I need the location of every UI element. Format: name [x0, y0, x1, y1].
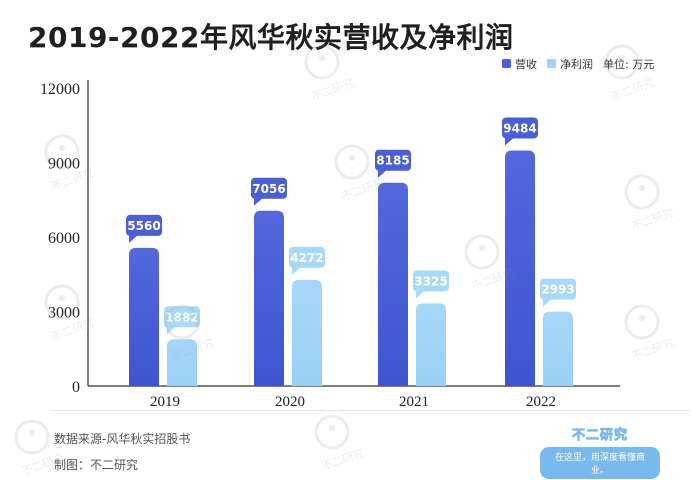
brand-logo: 不二研究 在这里，用深度看懂商业。 [540, 424, 660, 479]
svg-text:不二研究: 不二研究 [469, 265, 515, 290]
brand-name: 不二研究 [571, 428, 628, 444]
watermark: 不二研究 [600, 40, 660, 105]
watermark: 不二研究 [620, 170, 680, 235]
chart-title: 2019-2022年风华秋实营收及净利润 [28, 21, 514, 54]
svg-text:不二研究: 不二研究 [629, 335, 675, 360]
bar-revenue-2019 [129, 247, 159, 386]
value-tag: 3325 [413, 270, 449, 299]
watermark: 不二研究 [300, 40, 360, 105]
bar-profit-2021 [416, 303, 446, 386]
legend: 营收 净利润 单位: 万元 [502, 57, 654, 71]
value-tag: 1882 [164, 306, 200, 335]
footer-divider [50, 410, 690, 411]
svg-text:不二研究: 不二研究 [629, 205, 675, 230]
brand-tagline: 在这里，用深度看懂商业。 [540, 447, 660, 479]
bar-profit-2019 [167, 339, 197, 386]
y-tick-label: 9000 [48, 156, 80, 173]
value-tag: 4272 [289, 246, 325, 275]
y-tick-label: 3000 [48, 305, 80, 322]
value-tag: 8185 [375, 149, 411, 178]
x-axis: 2019 2020 2021 2022 [88, 385, 620, 410]
y-tick-label: 0 [72, 379, 80, 396]
value-tag: 2993 [540, 278, 576, 307]
watermark: 不二研究 [620, 300, 680, 365]
data-label: 4272 [290, 251, 323, 265]
y-tick-label: 12000 [40, 81, 80, 98]
bar-revenue-2021 [378, 182, 408, 386]
svg-text:不二研究: 不二研究 [19, 450, 65, 475]
legend-swatch-1 [547, 59, 556, 68]
x-tick-label: 2022 [526, 394, 556, 410]
data-label: 1882 [165, 310, 198, 324]
watermark: 不二研究 [330, 140, 390, 205]
data-label: 5560 [127, 219, 160, 233]
value-tag: 5560 [126, 214, 162, 243]
y-axis: 0 3000 6000 9000 12000 [40, 80, 89, 396]
y-tick-label: 6000 [48, 230, 80, 247]
watermark: 不二研究 [40, 130, 100, 195]
made-by-note: 制图：不二研究 [54, 458, 139, 472]
watermark: 不二研究 [460, 230, 520, 295]
data-label: 8185 [376, 154, 409, 168]
watermark: 不二研究 [310, 410, 370, 475]
svg-text:不二研究: 不二研究 [169, 335, 215, 360]
legend-label-0: 营收 [515, 57, 537, 71]
value-tag: 9484 [502, 117, 538, 146]
x-tick-label: 2021 [399, 394, 429, 410]
svg-text:不二研究: 不二研究 [339, 175, 385, 200]
watermark: 不二研究 [10, 415, 70, 480]
x-tick-label: 2019 [150, 394, 180, 410]
legend-label-1: 净利润 [560, 57, 593, 71]
bar-profit-2020 [292, 279, 322, 386]
legend-unit-label: 单位: 万元 [603, 57, 654, 71]
watermark: 不二研究 [40, 280, 100, 345]
svg-text:不二研究: 不二研究 [609, 75, 655, 100]
data-labels: 5560 1882 7056 4272 8185 3325 9484 2993 [126, 117, 576, 335]
data-source-note: 数据来源-风华秋实招股书 [54, 432, 191, 446]
bar-revenue-2022 [505, 150, 535, 386]
data-label: 9484 [503, 121, 536, 135]
data-label: 2993 [541, 283, 574, 297]
data-label: 7056 [252, 182, 285, 196]
svg-text:不二研究: 不二研究 [319, 445, 365, 470]
bars [129, 150, 573, 386]
x-tick-label: 2020 [275, 394, 305, 410]
svg-text:不二研究: 不二研究 [49, 165, 95, 190]
legend-swatch-0 [502, 59, 511, 68]
value-tag: 7056 [251, 177, 287, 206]
svg-text:不二研究: 不二研究 [49, 315, 95, 340]
data-label: 3325 [414, 274, 447, 288]
svg-text:不二研究: 不二研究 [309, 75, 355, 100]
bar-profit-2022 [543, 311, 573, 386]
bar-revenue-2020 [254, 210, 284, 386]
watermark: 不二研究 [160, 300, 220, 365]
